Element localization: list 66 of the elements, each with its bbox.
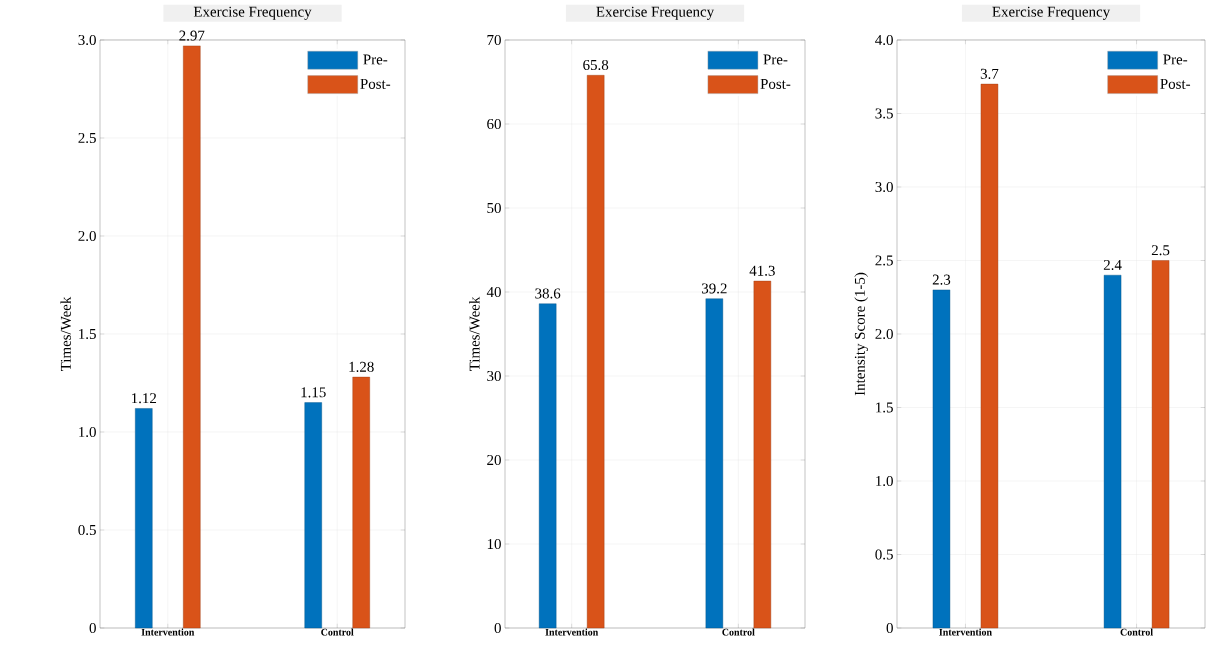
chart-title: Exercise Frequency	[193, 6, 312, 20]
data-label: 1.12	[132, 393, 157, 404]
y-tick-label: 2.0	[875, 328, 893, 340]
y-tick-label: 70	[487, 34, 501, 46]
y-tick-label: 1.0	[876, 475, 893, 487]
y-tick-label: 10	[487, 538, 501, 550]
y-tick-label: 3.5	[875, 108, 893, 119]
y-tick-label: 0.5	[875, 549, 893, 560]
bar	[1103, 275, 1122, 629]
legend-label: Pre-	[363, 54, 388, 65]
y-tick-label: 0	[89, 622, 96, 634]
data-label: 2.5	[1151, 245, 1170, 256]
y-tick-label: 2.5	[78, 132, 96, 144]
x-tick-label: Control	[722, 628, 755, 636]
data-label: 2.4	[1103, 259, 1122, 270]
y-tick-label: 1.5	[79, 328, 96, 340]
y-axis-title: Intensity Score (1-5)	[854, 272, 868, 396]
data-label: 3.7	[980, 68, 999, 79]
bar	[980, 83, 999, 629]
y-tick-label: 50	[487, 202, 501, 214]
x-tick-label: Control	[1120, 628, 1153, 636]
bar	[183, 45, 201, 629]
y-tick-label: 2.0	[78, 230, 96, 242]
data-label: 2.3	[932, 274, 951, 285]
bar	[586, 75, 605, 629]
chart-title: Exercise Frequency	[596, 6, 715, 20]
x-tick-label: Control	[321, 628, 354, 636]
data-label: 1.15	[301, 387, 326, 398]
legend-label: Post-	[760, 78, 791, 89]
bar	[135, 408, 153, 629]
y-tick-label: 0.5	[78, 524, 96, 536]
bar	[1151, 260, 1170, 629]
data-label: 65.8	[583, 59, 609, 71]
x-tick-label: Intervention	[141, 628, 195, 636]
y-tick-label: 0	[886, 622, 893, 634]
data-label: 41.3	[749, 265, 775, 276]
y-tick-label: 1.0	[79, 426, 96, 438]
legend-label: Post-	[360, 78, 391, 89]
bar	[304, 402, 322, 629]
legend-label: Post-	[1160, 78, 1191, 89]
x-tick-label: Intervention	[545, 628, 599, 636]
bar	[352, 376, 370, 629]
y-tick-label: 30	[487, 370, 501, 382]
data-label: 2.97	[179, 30, 205, 41]
y-tick-label: 3.0	[875, 181, 893, 193]
y-tick-label: 2.5	[875, 255, 893, 266]
data-label: 38.6	[535, 288, 561, 299]
y-tick-label: 0	[494, 622, 501, 634]
legend-label: Pre-	[763, 54, 788, 65]
bar	[705, 298, 724, 629]
data-label: 1.28	[349, 361, 374, 372]
y-tick-label: 60	[487, 118, 501, 130]
y-tick-label: 20	[487, 454, 501, 466]
y-tick-label: 3.0	[78, 34, 96, 46]
legend-label: Pre-	[1163, 54, 1188, 65]
chart-title: Exercise Frequency	[992, 6, 1111, 20]
y-tick-label: 40	[486, 286, 501, 298]
bar	[932, 289, 951, 629]
y-axis-title: Times/Week	[60, 296, 71, 372]
x-tick-label: Intervention	[939, 628, 992, 636]
data-label: 39.2	[701, 283, 727, 294]
bar	[753, 280, 772, 629]
y-tick-label: 4.0	[875, 34, 893, 46]
y-tick-label: 1.5	[876, 402, 893, 413]
bar	[538, 303, 557, 629]
y-axis-title: Times/Week	[469, 296, 480, 372]
